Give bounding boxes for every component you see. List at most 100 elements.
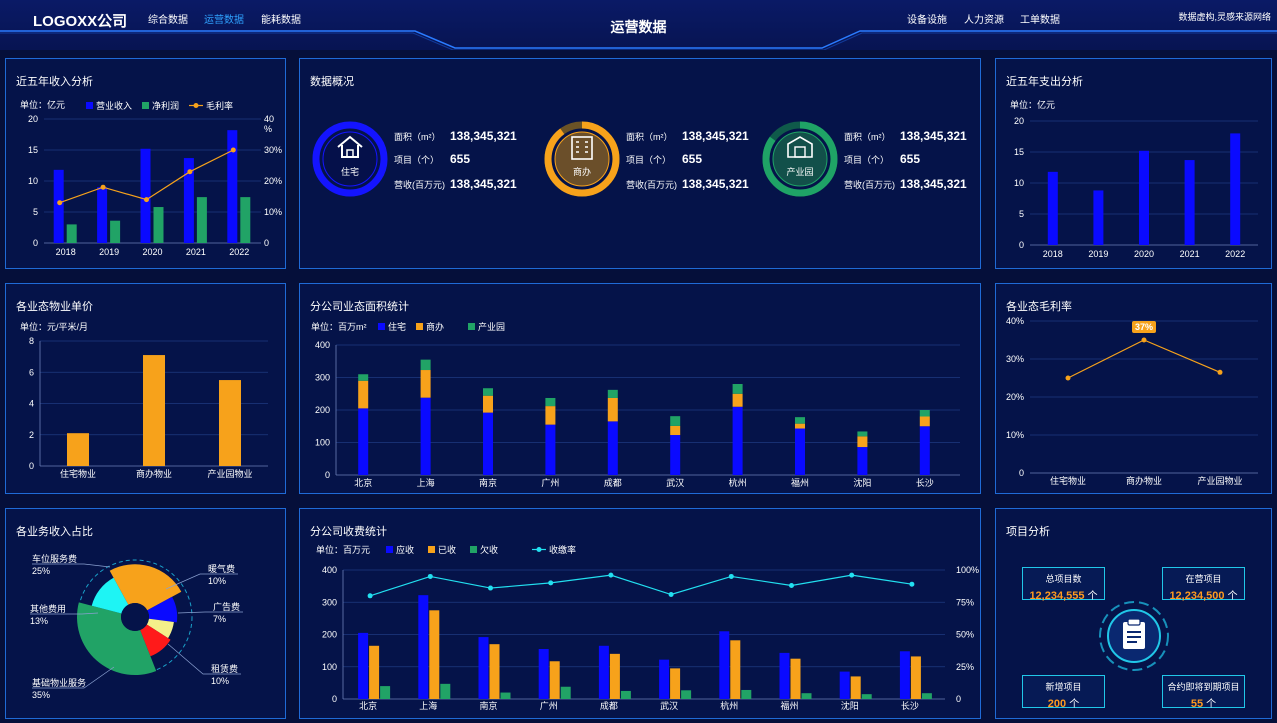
bar-park [545, 397, 556, 407]
ring-progress [762, 121, 838, 197]
bar-received [369, 645, 380, 699]
x-tick-label: 2019 [1088, 249, 1108, 259]
overview-block[interactable]: 住宅 面积（m²） 项目（个） 营收(百万元) 138,345,321 655 … [308, 117, 528, 207]
bar-residential [607, 421, 618, 475]
ring-progress [312, 121, 388, 197]
bar-park [795, 417, 805, 424]
x-tick-label: 2021 [186, 247, 206, 257]
bar-office [545, 406, 556, 425]
margin-point [187, 169, 193, 175]
x-tick-label: 住宅物业 [1050, 475, 1086, 486]
project-expiring-value: 55 个 [1163, 695, 1244, 710]
y2-tick-label: 50% [956, 630, 974, 640]
y-tick-label: 10 [28, 176, 38, 186]
legend-label: 收缴率 [549, 545, 577, 555]
share-chart: 车位服务费 25% 暖气费 10% 广告费 7% 租赁费 10% 基础物业服务 35% 其他费用 13… [30, 553, 243, 700]
nav-hr[interactable]: 人力资源 [964, 15, 1004, 26]
unit-label: 单位：百万元 [316, 545, 371, 555]
y-tick-label: 40% [1006, 316, 1024, 326]
nav-workorders[interactable]: 工单数据 [1020, 15, 1060, 26]
ring-progress [544, 121, 620, 197]
fees-panel: 分公司收费统计 单位：百万元 应收 已收 欠收 收缴率 0 100 200 300 40… [299, 508, 981, 719]
legend-item-receivable[interactable]: 应收 [386, 543, 414, 556]
project-expiring-box[interactable]: 合约即将到期项目 55 个 [1162, 675, 1245, 710]
bar-owed [741, 689, 752, 699]
legend-swatch [386, 546, 393, 553]
project-new-box[interactable]: 新增项目 200 个 [1022, 675, 1105, 710]
legend-swatch [428, 546, 436, 553]
unit-label: 单位：元/平米/月 [20, 322, 89, 332]
collection-rate-point [427, 573, 433, 579]
slice-value-label: 7% [213, 614, 226, 624]
logo[interactable]: LOGOXX公司 [33, 13, 128, 30]
y2-tick-label: 10% [264, 207, 282, 217]
value-number: 200 [1047, 698, 1067, 710]
slice-name-label: 基础物业服务 [32, 677, 86, 688]
nav-equipment[interactable]: 设备设施 [907, 15, 947, 26]
overview-block[interactable]: 商办 面积（m²） 项目（个） 营收(百万元) 138,345,321 655 … [540, 117, 760, 207]
legend-item-profit[interactable]: 净利润 [142, 99, 179, 112]
y-tick-label: 0 [29, 461, 34, 471]
project-active-box[interactable]: 在营项目 12,234,500 个 [1162, 567, 1245, 602]
bar-residential [857, 447, 868, 475]
pie-slice [91, 577, 129, 614]
value-area: 138,345,321 [450, 129, 517, 143]
legend-item-office[interactable]: 商办 [416, 320, 444, 333]
panel-title: 近五年收入分析 [16, 76, 93, 88]
x-tick-label: 2018 [56, 247, 76, 257]
bar-expense [1230, 133, 1241, 245]
margin-point [100, 184, 106, 190]
y2-tick-label: 0 [956, 694, 961, 704]
x-tick-label: 广州 [540, 700, 558, 711]
bar-receivable [418, 595, 429, 699]
panel-title: 近五年支出分析 [1006, 76, 1083, 88]
value-unit: 个 [1087, 591, 1098, 602]
project-new-label: 新增项目 [1045, 682, 1082, 692]
label-leader [177, 611, 243, 614]
legend-item-revenue[interactable]: 营业收入 [86, 99, 132, 112]
collection-rate-point [367, 593, 373, 599]
legend-label: 欠收 [480, 545, 499, 555]
legend-item-owed[interactable]: 欠收 [470, 543, 498, 556]
bar-expense [1047, 171, 1058, 245]
legend-item-residential[interactable]: 住宅 [378, 320, 406, 333]
unitprice-panel: 各业态物业单价 单位：元/平米/月 0 2 4 6 8 住宅物业 商办物业 产业园物业 [5, 283, 286, 494]
project-total-box[interactable]: 总项目数 12,234,555 个 [1022, 567, 1105, 602]
bar-received [429, 610, 440, 699]
bar-received [730, 640, 741, 699]
y-tick-label: 0 [1019, 240, 1024, 250]
y-tick-label: 100 [315, 438, 330, 448]
nav-overview[interactable]: 综合数据 [148, 15, 188, 26]
bar-park [607, 389, 618, 398]
label-leader [32, 666, 115, 689]
x-tick-label: 沈阳 [841, 700, 859, 711]
legend-swatch [416, 323, 424, 330]
y-tick-label: 0 [33, 238, 38, 248]
bar-receivable [358, 632, 369, 699]
nav-operations[interactable]: 运营数据 [204, 15, 244, 26]
bar-owed [801, 693, 812, 699]
legend-label: 住宅 [388, 322, 407, 332]
overview-block[interactable]: 产业园 面积（m²） 项目（个） 营收(百万元) 138,345,321 655… [758, 117, 978, 207]
legend-item-margin[interactable]: 毛利率 [189, 99, 233, 112]
peak-badge [1132, 321, 1156, 333]
x-tick-label: 产业园物业 [207, 468, 252, 479]
slice-value-label: 10% [211, 676, 229, 686]
bar-office [795, 423, 805, 429]
x-tick-label: 住宅物业 [60, 468, 96, 479]
bar-owed [681, 690, 692, 699]
x-tick-label: 杭州 [720, 700, 738, 711]
legend-item-received[interactable]: 已收 [428, 543, 456, 556]
y-tick-label: 400 [315, 340, 330, 350]
row-label-revenue: 营收(百万元) [394, 180, 445, 190]
legend-item-rate[interactable]: 收缴率 [532, 543, 576, 556]
unit-label: 单位：亿元 [1010, 100, 1056, 110]
legend-item-park[interactable]: 产业园 [468, 320, 505, 333]
margin-point [57, 200, 63, 206]
slice-name-label: 广告费 [213, 601, 240, 612]
bar-receivable [899, 651, 910, 699]
panel-title: 数据概况 [310, 76, 354, 88]
x-tick-label: 南京 [479, 700, 497, 711]
y-tick-label: 300 [315, 373, 330, 383]
nav-energy[interactable]: 能耗数据 [261, 15, 301, 26]
